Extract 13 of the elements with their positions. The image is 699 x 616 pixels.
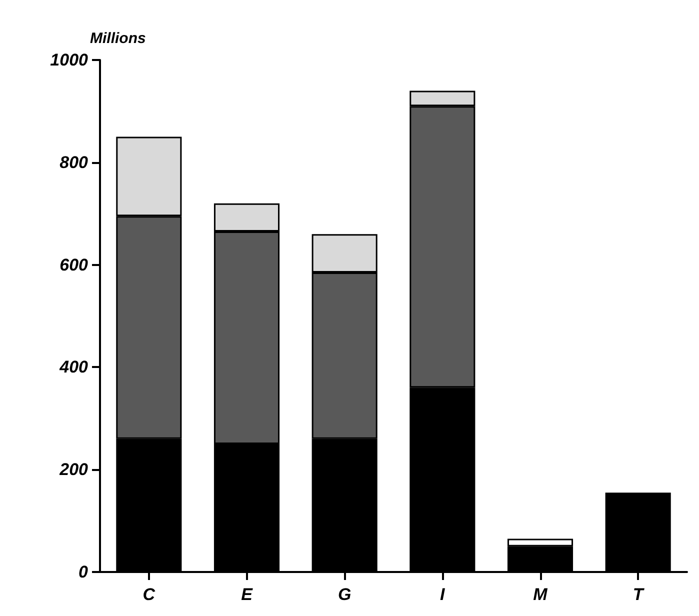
x-tick-label: T <box>632 585 645 604</box>
x-tick-label: C <box>142 585 156 604</box>
y-tick-label: 600 <box>60 255 89 274</box>
x-tick-label: E <box>241 585 254 604</box>
y-tick-label: 400 <box>58 358 89 377</box>
x-tick-label: M <box>533 585 548 604</box>
y-axis-title: Millions <box>90 30 146 47</box>
y-tick-label: 1000 <box>50 50 89 70</box>
x-tick-label: G <box>338 585 352 604</box>
y-tick-label: 0 <box>78 562 89 582</box>
y-tick-label: 800 <box>60 152 89 172</box>
y-tick-label: 200 <box>58 460 89 480</box>
x-tick-label: I <box>440 585 446 604</box>
